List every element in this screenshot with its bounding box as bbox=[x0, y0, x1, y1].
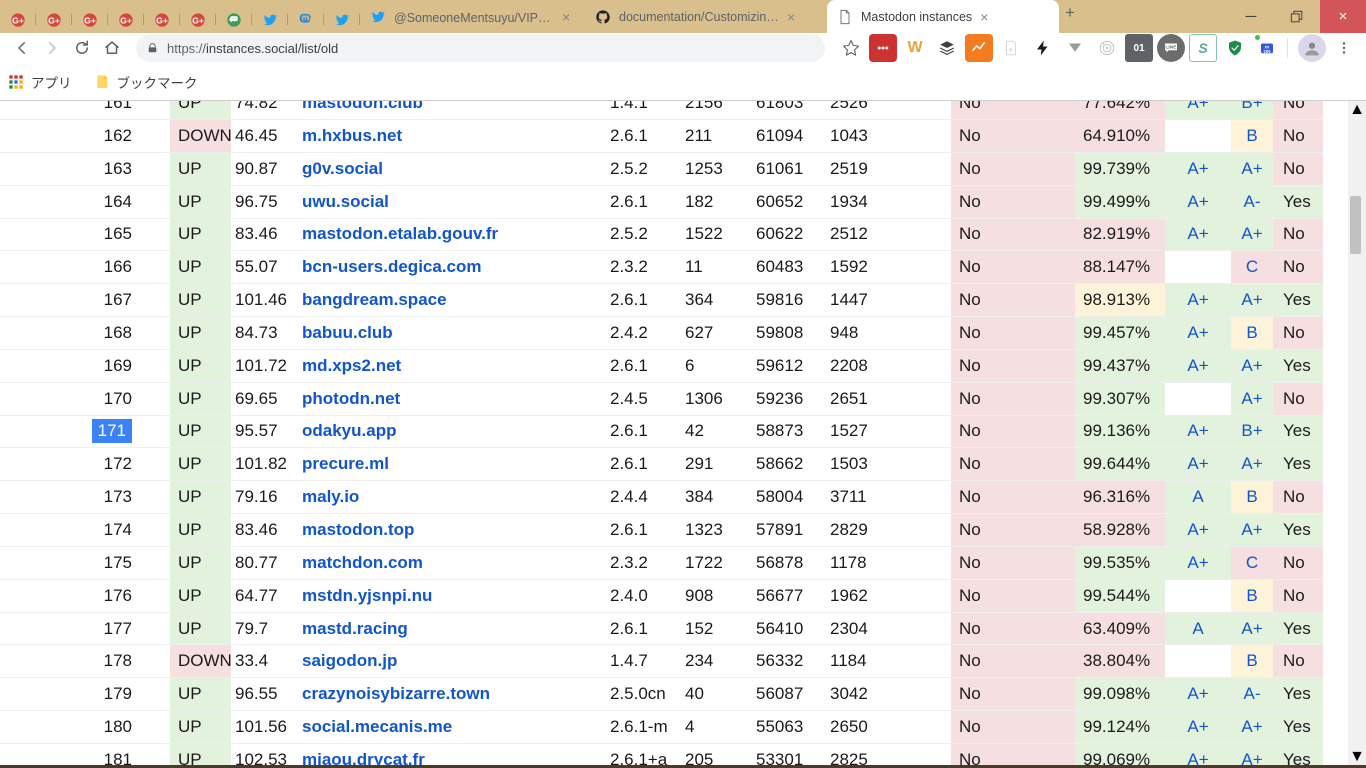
svg-text:G+: G+ bbox=[120, 15, 132, 25]
svg-text:LINE: LINE bbox=[1165, 44, 1177, 50]
svg-text:G+: G+ bbox=[12, 15, 24, 25]
svg-text:ON: ON bbox=[1263, 49, 1271, 55]
svg-text:G+: G+ bbox=[192, 15, 204, 25]
svg-text:G+: G+ bbox=[156, 15, 168, 25]
svg-text:G+: G+ bbox=[84, 15, 96, 25]
svg-text:G+: G+ bbox=[48, 15, 60, 25]
